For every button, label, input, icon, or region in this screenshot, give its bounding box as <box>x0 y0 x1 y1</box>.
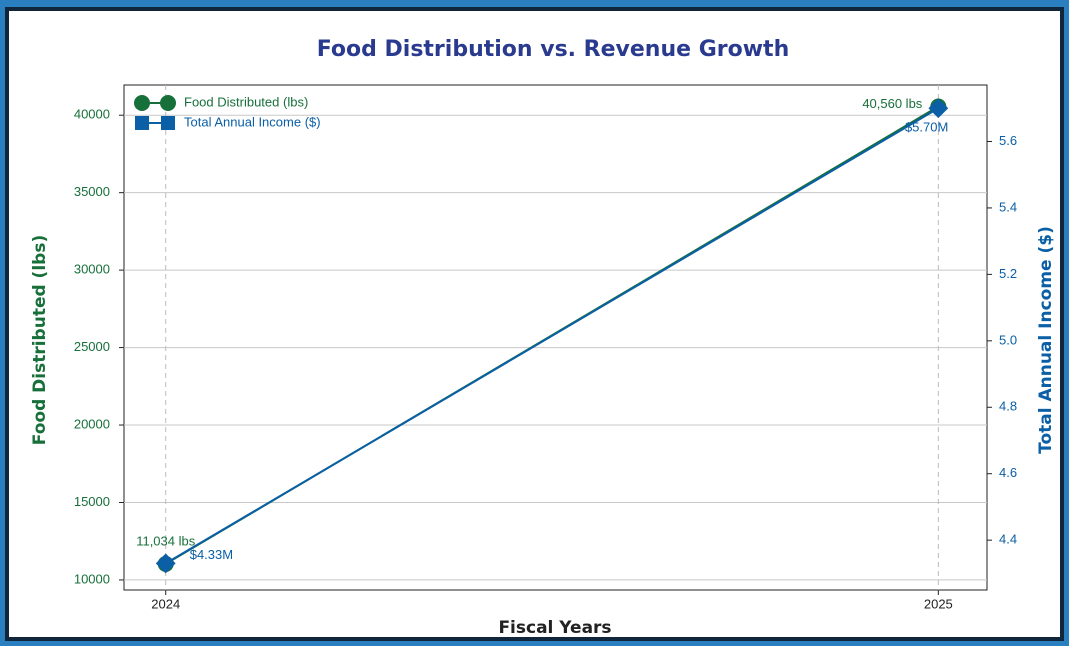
y-tick-label: 40000 <box>74 107 110 122</box>
legend-marker <box>160 95 176 111</box>
y2-tick-label: 4.8 <box>999 399 1017 414</box>
y-tick-label: 35000 <box>74 184 110 199</box>
chart-title: Food Distribution vs. Revenue Growth <box>317 37 789 62</box>
y2-tick-label: 4.6 <box>999 465 1017 480</box>
y2-tick-label: 4.4 <box>999 532 1017 547</box>
plot-area <box>123 84 988 591</box>
panel <box>5 7 1064 641</box>
y-tick-label: 30000 <box>74 262 110 277</box>
y2-tick-label: 5.0 <box>999 332 1017 347</box>
y2-axis-label: Total Annual Income ($) <box>1036 226 1056 454</box>
y-axis-label: Food Distributed (lbs) <box>30 235 50 445</box>
data-label: 40,560 lbs <box>862 96 922 111</box>
legend-marker <box>161 116 175 130</box>
legend-marker <box>135 116 149 130</box>
data-label: $5.70M <box>905 120 948 135</box>
x-tick-label: 2024 <box>151 596 180 611</box>
legend-marker <box>134 95 150 111</box>
y-tick-label: 25000 <box>74 339 110 354</box>
y-tick-label: 20000 <box>74 416 110 431</box>
y2-tick-label: 5.6 <box>999 133 1017 148</box>
data-label: 11,034 lbs <box>136 533 196 548</box>
y-tick-label: 15000 <box>74 494 110 509</box>
data-label: $4.33M <box>190 547 233 562</box>
series-line <box>165 107 939 565</box>
y-tick-label: 10000 <box>74 571 110 586</box>
x-axis-label: Fiscal Years <box>498 618 611 638</box>
y2-tick-label: 5.2 <box>999 266 1017 281</box>
legend-label: Food Distributed (lbs) <box>184 94 308 109</box>
x-tick-label: 2025 <box>924 596 953 611</box>
y2-tick-label: 5.4 <box>999 199 1017 214</box>
legend-label: Total Annual Income ($) <box>184 114 321 129</box>
